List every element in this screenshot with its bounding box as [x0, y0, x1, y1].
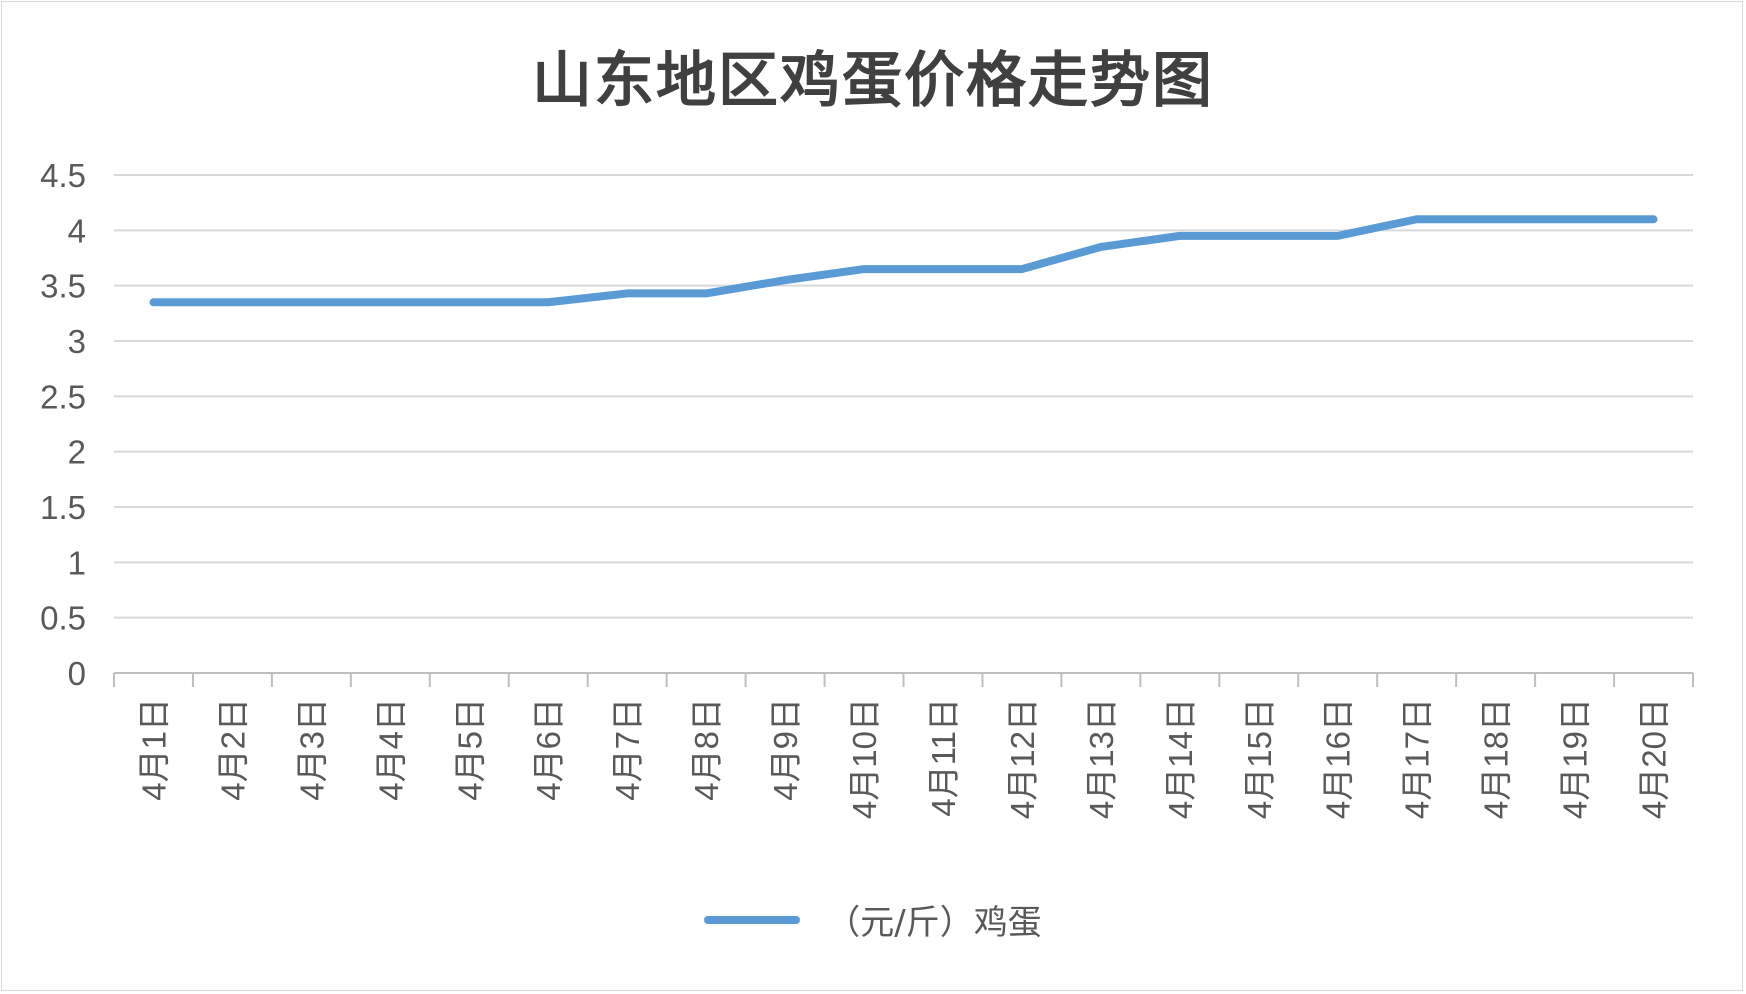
x-tick-label: 4月9日	[767, 698, 804, 801]
x-axis: 4月1日 4月2日 4月3日 4月4日 4月5日 4月6日 4月7日 4月8日 4月9日 4月10…	[113, 672, 1694, 819]
x-tick-label: 4月20日	[1636, 698, 1673, 819]
x-tick-label: 4月8日	[688, 698, 725, 801]
y-tick-label: 4.5	[40, 157, 86, 194]
x-tick-label: 4月7日	[609, 698, 646, 801]
x-tick-label: 4月1日	[135, 698, 172, 801]
x-tick-label: 4月11日	[925, 698, 962, 817]
x-tick-label: 4月14日	[1162, 698, 1199, 819]
series-layer	[149, 215, 1658, 307]
x-tick-label: 4月2日	[214, 698, 251, 801]
gridlines	[114, 174, 1693, 619]
x-tick-label: 4月10日	[846, 698, 883, 819]
x-tick-label: 4月18日	[1478, 698, 1515, 819]
legend-label: （元/斤）鸡蛋	[826, 903, 1042, 943]
y-tick-label: 2	[68, 434, 86, 471]
x-tick-label: 4月19日	[1557, 698, 1594, 819]
y-tick-label: 0	[68, 655, 86, 692]
y-tick-label: 4	[68, 212, 86, 249]
legend: （元/斤）鸡蛋	[0, 895, 1746, 944]
x-tick-label: 4月13日	[1083, 698, 1120, 819]
x-tick-label: 4月3日	[293, 698, 330, 801]
x-tick-label: 4月12日	[1004, 698, 1041, 819]
x-tick-label: 4月6日	[530, 698, 567, 801]
y-tick-label: 0.5	[40, 600, 86, 637]
series-line	[149, 215, 1658, 307]
x-tick-label: 4月4日	[372, 698, 409, 801]
chart-title: 山东地区鸡蛋价格走势图	[532, 46, 1214, 116]
y-tick-label: 1.5	[40, 489, 86, 526]
y-tick-label: 1	[68, 544, 86, 581]
x-tick-label: 4月16日	[1320, 698, 1357, 819]
x-tick-label: 4月5日	[451, 698, 488, 801]
x-tick-label: 4月17日	[1399, 698, 1436, 819]
x-tick-label: 4月15日	[1241, 698, 1278, 819]
legend-line-swatch	[704, 915, 801, 924]
y-tick-label: 3.5	[40, 268, 86, 305]
y-tick-label: 3	[68, 323, 86, 360]
y-tick-label: 2.5	[40, 378, 86, 415]
y-axis: 0 0.5 1 1.5 2 2.5 3 3.5 4 4.5	[40, 157, 86, 692]
